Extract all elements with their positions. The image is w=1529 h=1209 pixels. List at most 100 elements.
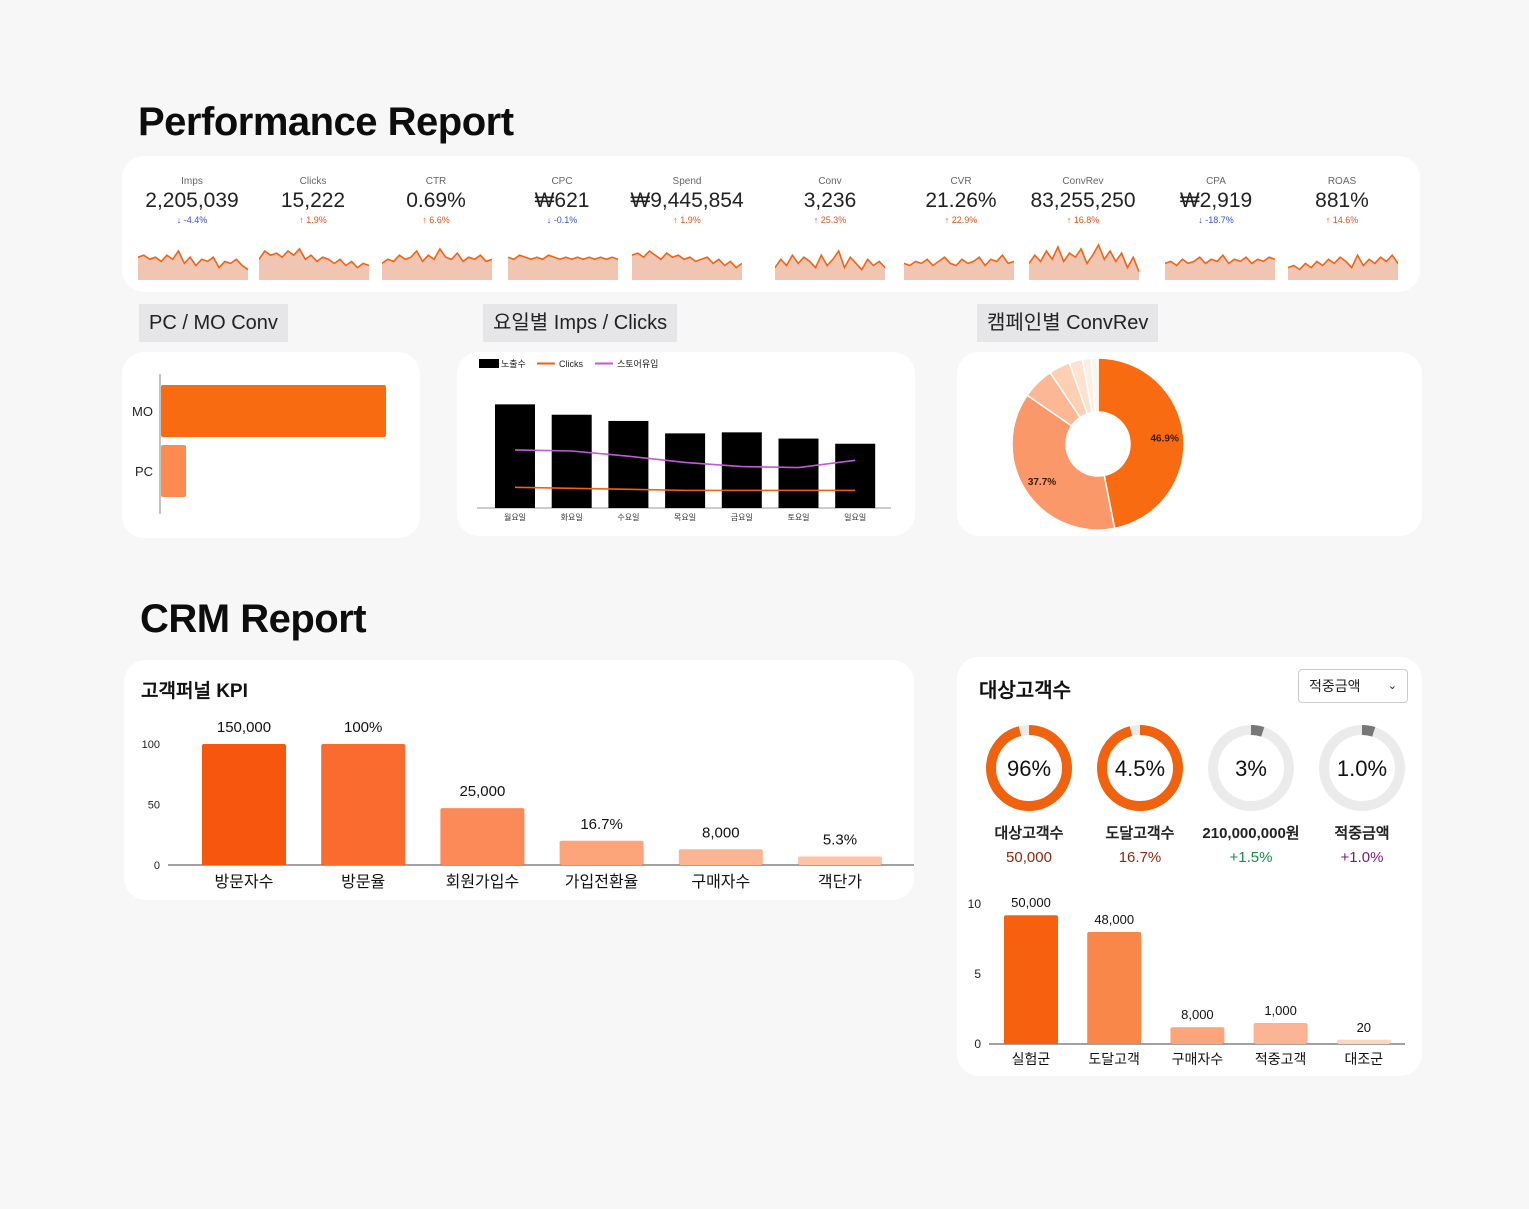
crm-title: CRM Report [140, 597, 367, 641]
progress-ring: 96% [986, 725, 1072, 811]
x-tick-label: 회원가입수 [446, 873, 520, 891]
ring-sub-value: +1.0% [1340, 849, 1384, 866]
kpi-value: ₩621 [534, 189, 590, 212]
sparkline-area [382, 248, 492, 280]
bar-imps [778, 438, 819, 508]
data-label: 150,000 [217, 719, 271, 736]
progress-ring: 3% [1208, 725, 1294, 811]
x-tick-label: 대조군 [1344, 1051, 1383, 1067]
sparkline-roas [1288, 253, 1398, 280]
tag-weekday: 요일별 Imps / Clicks [483, 304, 678, 342]
tag-campaign: 캠페인별 ConvRev [977, 304, 1159, 342]
sparkline-cvr [904, 253, 1014, 280]
ring-progress [986, 725, 1072, 811]
kpi-imps: Imps 2,205,039 ↓ -4.4% [122, 176, 262, 225]
ring-value: 1.0% [1337, 756, 1387, 781]
bar-imps [551, 414, 592, 508]
bar-imps [608, 420, 649, 508]
x-tick-label: 적중고객 [1255, 1051, 1307, 1067]
x-tick-label: 객단가 [818, 873, 862, 891]
sparkline-area [904, 255, 1014, 280]
kpi-change-value: 1.9% [306, 215, 327, 225]
pie-slice [1090, 357, 1099, 413]
kpi-change: ↑ 14.6% [1272, 215, 1412, 225]
line-clicks [514, 486, 856, 492]
progress-ring: 4.5% [1097, 725, 1183, 811]
ring-2: 3% 210,000,000원 +1.5% [1191, 723, 1311, 866]
bar-3 [559, 840, 644, 865]
target-title: 대상고객수 [979, 680, 1071, 702]
kpi-label: ConvRev [1062, 176, 1104, 187]
sparkline-area [508, 255, 618, 280]
trend-arrow-icon: ↓ [176, 215, 184, 225]
kpi-change-value: 22.9% [951, 215, 978, 225]
trend-arrow-icon: ↑ [299, 215, 307, 225]
x-tick-label: 화요일 [561, 513, 583, 522]
kpi-change: ↓ -4.4% [122, 215, 262, 225]
sparkline-line [1165, 253, 1275, 267]
sparkline-line [1029, 242, 1139, 272]
trend-arrow-icon: ↑ [673, 215, 681, 225]
kpi-label: CVR [950, 176, 972, 187]
x-tick-label: 방문자수 [215, 873, 274, 891]
sparkline-area [1165, 255, 1275, 280]
trend-arrow-icon: ↑ [422, 215, 430, 225]
ring-1: 4.5% 도달고객수 16.7% [1080, 723, 1200, 866]
x-tick-label: 실험군 [1012, 1051, 1051, 1067]
kpi-change-value: 1.9% [680, 215, 701, 225]
trend-arrow-icon: ↑ [813, 215, 821, 225]
slice-label: 37.7% [1028, 477, 1056, 488]
device-conv-card: MO PC [122, 352, 420, 538]
kpi-label: CPC [551, 176, 573, 187]
sparkline-spend [632, 249, 742, 280]
kpi-cpa: CPA ₩2,919 ↓ -18.7% [1146, 176, 1286, 225]
kpi-conv: Conv 3,236 ↑ 25.3% [760, 176, 900, 225]
x-tick-label: 방문율 [341, 873, 385, 891]
ring-label: 적중금액 [1334, 825, 1390, 842]
kpi-change: ↑ 22.9% [891, 215, 1031, 225]
kpi-convrev: ConvRev 83,255,250 ↑ 16.8% [1013, 176, 1153, 225]
bar-imps [665, 433, 706, 508]
bar-1 [1087, 932, 1142, 1044]
kpi-change-value: -4.4% [183, 215, 208, 225]
sparkline-area [1288, 255, 1398, 280]
bar-mo [161, 385, 386, 437]
sparkline-line [904, 253, 1014, 267]
kpi-value: 83,255,250 [1030, 189, 1136, 212]
sparkline-line [508, 254, 618, 261]
x-tick-label: 가입전환율 [565, 873, 639, 891]
y-tick-label: 0 [154, 860, 160, 872]
kpi-change: ↑ 25.3% [760, 215, 900, 225]
sparkline-area [1029, 244, 1139, 280]
x-tick-label: 구매자수 [1172, 1051, 1224, 1067]
kpi-value: 15,222 [280, 189, 346, 212]
bar-pc [161, 445, 186, 497]
kpi-change: ↑ 6.6% [366, 215, 506, 225]
target-chart: 0 5 10 50,000 실험군 48,000 도달고객 8,000 구매자수 1,000 적중고… [968, 895, 1405, 1067]
funnel-card: 고객퍼널 KPI 0 50 100 150,000 방문자수 100% 방문율 25,000 회… [124, 660, 914, 900]
data-label: 48,000 [1094, 912, 1134, 927]
kpi-cpc: CPC ₩621 ↓ -0.1% [492, 176, 632, 225]
kpi-change: ↑ 1.9% [243, 215, 383, 225]
kpi-label: CPA [1206, 176, 1226, 187]
kpi-change: ↑ 16.8% [1013, 215, 1153, 225]
metric-dropdown[interactable]: 적중금액 ⌄ [1298, 669, 1408, 703]
bar-imps [835, 443, 876, 508]
kpi-label: Clicks [299, 176, 327, 187]
data-label: 8,000 [1181, 1007, 1214, 1022]
kpi-label: Imps [181, 176, 203, 187]
kpi-change-value: -0.1% [553, 215, 578, 225]
ring-label: 210,000,000원 [1202, 825, 1300, 842]
trend-arrow-icon: ↓ [546, 215, 554, 225]
kpi-change: ↓ -18.7% [1146, 215, 1286, 225]
bar-2 [440, 808, 525, 865]
kpi-change-value: 14.6% [1332, 215, 1359, 225]
sparkline-conv [775, 249, 885, 280]
ring-value: 4.5% [1115, 756, 1165, 781]
kpi-change: ↓ -0.1% [492, 215, 632, 225]
trend-arrow-icon: ↑ [944, 215, 952, 225]
trend-arrow-icon: ↑ [1066, 215, 1074, 225]
category-label-pc: PC [135, 464, 153, 479]
ring-progress [1319, 725, 1405, 811]
sparkline-area [259, 248, 369, 280]
